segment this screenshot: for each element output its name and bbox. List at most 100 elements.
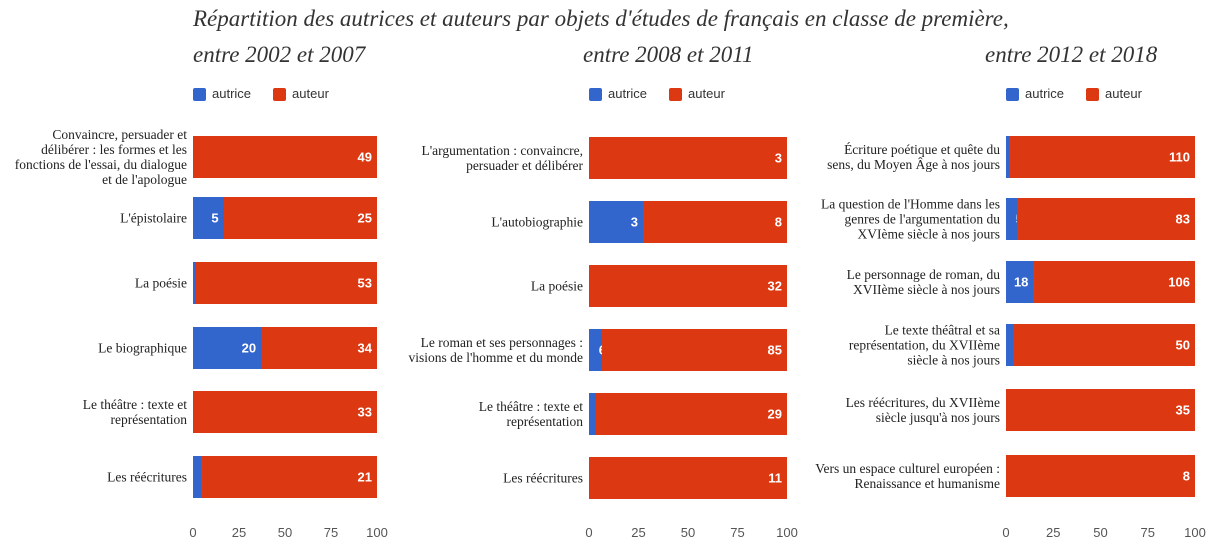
bar-segment <box>589 137 787 179</box>
category-label: Le texte théâtral et sa représentation, … <box>848 322 1000 368</box>
bar-segment <box>261 327 377 369</box>
legend-label: auteur <box>1105 86 1142 101</box>
bar-segment <box>643 201 787 243</box>
data-label: 11 <box>768 470 782 486</box>
data-label: 32 <box>767 278 782 294</box>
data-label: 106 <box>1168 274 1190 290</box>
legend-label: autrice <box>212 86 252 101</box>
bar-segment <box>223 197 377 239</box>
category-label: La poésie <box>134 275 187 291</box>
bar-segment <box>1006 324 1014 366</box>
legend-swatch <box>1086 88 1100 101</box>
bar-segment <box>193 136 377 178</box>
category-label: Le théâtre : texte et représentation <box>478 399 583 429</box>
bar-segment <box>193 262 197 304</box>
bar-segment <box>589 457 787 499</box>
data-label: 20 <box>241 340 257 356</box>
legend-label: autrice <box>1025 86 1065 101</box>
x-tick-label: 25 <box>231 525 247 540</box>
data-label: 8 <box>1182 468 1190 484</box>
bar-segment <box>589 201 643 243</box>
x-tick-label: 0 <box>1002 525 1010 540</box>
category-label: Les réécritures <box>107 469 187 485</box>
data-label: 29 <box>767 406 782 422</box>
x-tick-label: 75 <box>730 525 745 540</box>
bar-segment <box>1006 455 1195 497</box>
category-label: Le théâtre : texte et représentation <box>82 397 187 427</box>
bar-segment <box>1013 324 1195 366</box>
category-label: Convaincre, persuader et délibérer : les… <box>14 127 187 187</box>
category-label: L'argumentation : convaincre, persuader … <box>421 143 584 173</box>
category-label: Vers un espace culturel européen : Renai… <box>815 461 1000 491</box>
subtitle: entre 2008 et 2011 <box>583 42 754 67</box>
legend-label: auteur <box>292 86 329 101</box>
data-label: 85 <box>767 342 782 358</box>
x-tick-label: 75 <box>323 525 339 540</box>
category-label: Le biographique <box>98 340 187 356</box>
x-tick-label: 0 <box>585 525 593 540</box>
data-label: 3 <box>774 150 782 166</box>
title: Répartition des autrices et auteurs par … <box>193 6 1009 31</box>
x-tick-label: 25 <box>1046 525 1061 540</box>
data-label: 21 <box>357 469 372 485</box>
data-label: 53 <box>357 275 372 291</box>
x-tick-label: 100 <box>1184 525 1206 540</box>
bar-segment <box>1006 261 1034 303</box>
category-label: Écriture poétique et quête du sens, du M… <box>827 142 1000 172</box>
data-label: 83 <box>1175 211 1190 227</box>
legend-label: autrice <box>608 86 648 101</box>
legend-label: auteur <box>688 86 725 101</box>
category-label: Les réécritures <box>503 470 583 486</box>
bar-segment <box>193 456 202 498</box>
bar-segment <box>602 329 787 371</box>
bar-segment <box>1033 261 1195 303</box>
category-label: Les réécritures, du XVIIème siècle jusqu… <box>845 395 1000 425</box>
bar-segment <box>201 456 377 498</box>
bar-segment <box>1006 198 1017 240</box>
category-label: Le roman et ses personnages : visions de… <box>408 335 583 365</box>
bar-segment <box>193 197 224 239</box>
bar-segment <box>1009 136 1195 178</box>
legend-swatch <box>193 88 206 101</box>
data-label: 35 <box>1175 402 1190 418</box>
bar-segment <box>196 262 377 304</box>
category-label: L'autobiographie <box>491 214 583 230</box>
bar-segment <box>193 391 377 433</box>
data-label: 34 <box>357 340 372 356</box>
bar-segment <box>589 393 596 435</box>
bar-segment <box>589 329 603 371</box>
data-label: 8 <box>774 214 782 230</box>
x-tick-label: 75 <box>1140 525 1155 540</box>
subtitle: entre 2002 et 2007 <box>193 42 366 67</box>
legend-swatch <box>589 88 602 101</box>
data-label: 25 <box>357 210 372 226</box>
bar-segment <box>1006 389 1195 431</box>
legend-swatch <box>273 88 287 101</box>
data-label: 5 <box>211 210 219 226</box>
category-label: La question de l'Homme dans les genres d… <box>820 196 1000 242</box>
legend-swatch <box>669 88 683 101</box>
data-label: 33 <box>357 404 372 420</box>
bar-segment <box>595 393 787 435</box>
x-tick-label: 0 <box>189 525 197 540</box>
subtitle: entre 2012 et 2018 <box>985 42 1158 67</box>
x-tick-label: 50 <box>680 525 696 540</box>
data-label: 49 <box>357 149 372 165</box>
category-label: Le personnage de roman, du XVIIème siècl… <box>846 267 1000 297</box>
data-label: 50 <box>1175 337 1190 353</box>
x-tick-label: 25 <box>631 525 646 540</box>
x-tick-label: 100 <box>776 525 798 540</box>
data-label: 18 <box>1013 274 1029 290</box>
bar-segment <box>1006 136 1010 178</box>
legend-swatch <box>1006 88 1019 101</box>
x-tick-label: 100 <box>366 525 388 540</box>
x-tick-label: 50 <box>1093 525 1108 540</box>
data-label: 3 <box>630 214 638 230</box>
data-label: 110 <box>1169 149 1190 165</box>
bar-segment <box>589 265 787 307</box>
bar-segment <box>193 327 262 369</box>
category-label: L'épistolaire <box>120 210 187 226</box>
x-tick-label: 50 <box>277 525 293 540</box>
category-label: La poésie <box>530 278 583 294</box>
